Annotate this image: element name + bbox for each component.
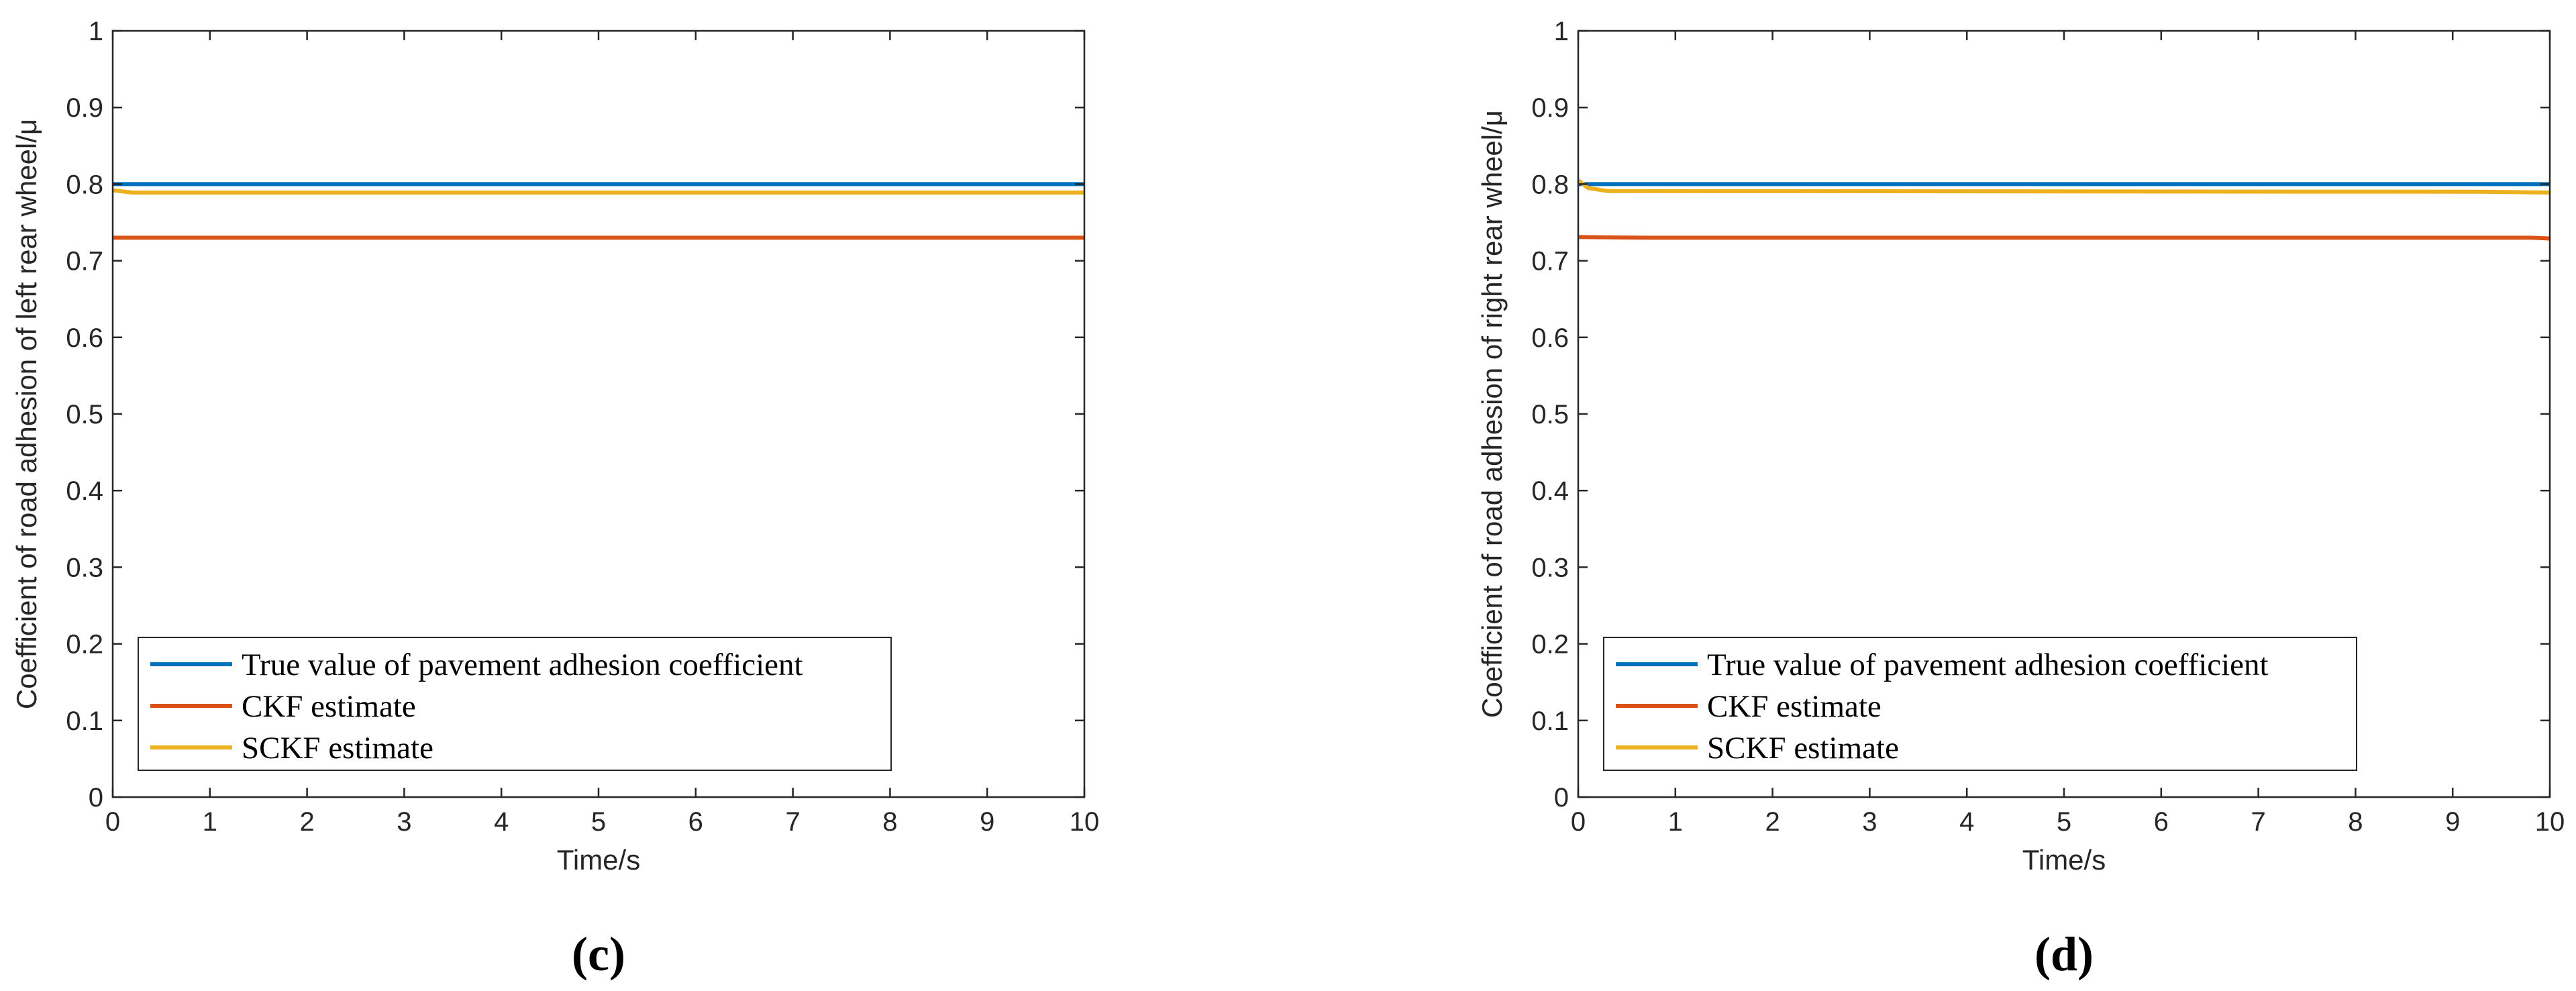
x-tick-label: 5: [591, 807, 606, 837]
series-line-3: [112, 188, 1084, 195]
x-tick-label: 2: [1765, 807, 1780, 837]
x-tick-label: 1: [203, 807, 217, 837]
x-tick-label: 9: [980, 807, 994, 837]
y-tick-label: 0.7: [1531, 247, 1569, 276]
y-tick-label: 0.5: [1531, 400, 1569, 429]
legend-label-2: CKF estimate: [1707, 689, 1882, 724]
x-tick-label: 1: [1668, 807, 1683, 837]
legend: True value of pavement adhesion coeffici…: [138, 637, 892, 771]
x-tick-label: 0: [1571, 807, 1586, 837]
y-tick-label: 0.6: [66, 323, 103, 353]
y-tick-label: 0.8: [1531, 170, 1569, 199]
y-tick-label: 0: [89, 783, 103, 813]
y-tick-label: 0.8: [66, 170, 103, 199]
y-axis-label: Coefficient of road adhesion of right re…: [1476, 110, 1508, 718]
legend-box: [138, 637, 892, 771]
legend-label-1: True value of pavement adhesion coeffici…: [1707, 647, 2269, 682]
y-tick-label: 0.9: [66, 93, 103, 123]
x-tick-label: 3: [397, 807, 411, 837]
y-tick-label: 0.2: [66, 630, 103, 660]
series-line-3: [1577, 178, 2551, 195]
legend-label-1: True value of pavement adhesion coeffici…: [242, 647, 803, 682]
y-tick-label: 0.4: [66, 476, 103, 506]
panel-label: (d): [2034, 927, 2094, 981]
legend-label-2: CKF estimate: [242, 689, 416, 724]
chart-panel-1: 0 1 2 3 4 5 6 7 8 9 10 0 0.1 0.2 0.3 0.4 0.5 0.6 0.7 0.8 0.9…: [11, 17, 1099, 981]
x-tick-label: 6: [2154, 807, 2169, 837]
y-tick-label: 0.9: [1531, 93, 1569, 123]
y-tick-label: 0.3: [1531, 553, 1569, 582]
y-tick-label: 1: [89, 17, 103, 46]
x-tick-label: 2: [299, 807, 314, 837]
legend-label-3: SCKF estimate: [242, 731, 433, 766]
x-tick-label: 4: [494, 807, 509, 837]
x-tick-label: 7: [2251, 807, 2265, 837]
y-axis-label: Coefficient of road adhesion of left rea…: [11, 119, 42, 709]
y-tick-label: 0.2: [1531, 630, 1569, 660]
x-tick-label: 6: [688, 807, 703, 837]
y-tick-label: 0.1: [1531, 707, 1569, 736]
panel-label: (c): [572, 927, 625, 981]
x-tick-label: 5: [2057, 807, 2071, 837]
y-tick-label: 0.1: [66, 707, 103, 736]
legend: True value of pavement adhesion coeffici…: [1603, 637, 2357, 771]
x-axis-label: Time/s: [2022, 844, 2106, 876]
y-tick-label: 0.7: [66, 247, 103, 276]
x-tick-label: 10: [1070, 807, 1100, 837]
x-tick-label: 9: [2445, 807, 2460, 837]
series-line-2: [1578, 235, 2551, 241]
x-tick-label: 3: [1862, 807, 1877, 837]
chart-panel-2: 0 1 2 3 4 5 6 7 8 9 10 0 0.1 0.2 0.3 0.4 0.5 0.6 0.7 0.8 0.9…: [1476, 17, 2565, 981]
x-axis-label: Time/s: [557, 844, 640, 876]
y-tick-label: 0.6: [1531, 323, 1569, 353]
y-tick-label: 0.3: [66, 553, 103, 582]
legend-box: [1603, 637, 2357, 771]
x-tick-label: 4: [1959, 807, 1974, 837]
x-tick-label: 10: [2535, 807, 2565, 837]
y-tick-label: 1: [1554, 17, 1569, 46]
x-tick-label: 7: [785, 807, 800, 837]
y-tick-label: 0.4: [1531, 476, 1569, 506]
x-tick-label: 0: [105, 807, 120, 837]
legend-label-3: SCKF estimate: [1707, 731, 1899, 766]
x-tick-label: 8: [2348, 807, 2363, 837]
y-tick-label: 0.5: [66, 400, 103, 429]
x-tick-label: 8: [882, 807, 897, 837]
y-tick-label: 0: [1554, 783, 1569, 813]
